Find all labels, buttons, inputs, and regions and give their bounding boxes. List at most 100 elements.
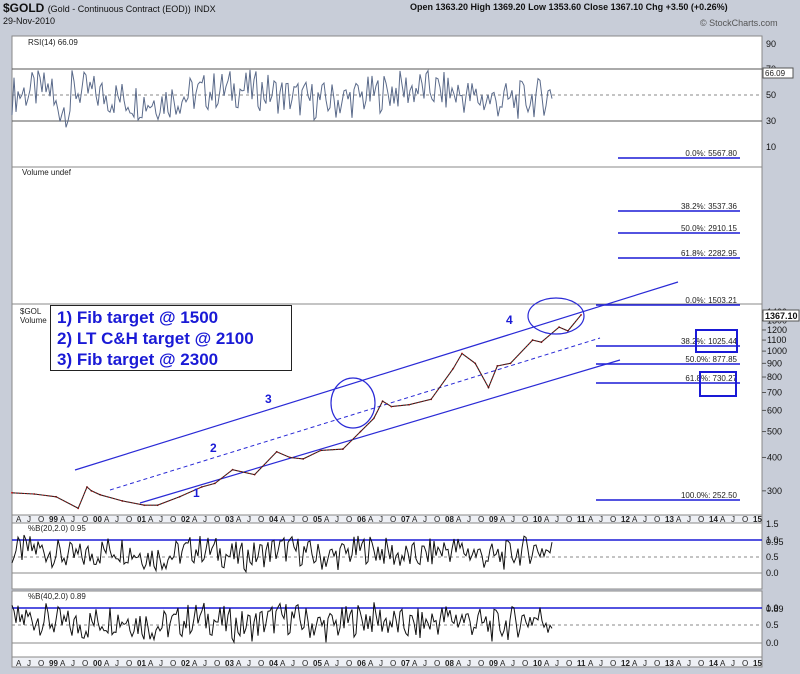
xaxis-bottom-label: J — [555, 659, 559, 668]
rsi-tick-label: 30 — [766, 116, 776, 126]
xaxis-top-label: J — [27, 515, 31, 524]
xaxis-bottom-label: A — [720, 659, 726, 668]
xaxis-top-label: O — [82, 515, 88, 524]
xaxis-bottom-label: 12 — [621, 659, 630, 668]
xaxis-bottom-label: 99 — [49, 659, 58, 668]
xaxis-top-label: O — [258, 515, 264, 524]
xaxis-bottom-label: O — [38, 659, 44, 668]
xaxis-bottom-label: J — [379, 659, 383, 668]
xaxis-top-label: A — [720, 515, 726, 524]
xaxis-bottom-label: 05 — [313, 659, 322, 668]
xaxis-bottom-label: A — [324, 659, 330, 668]
xaxis-bottom-label: J — [467, 659, 471, 668]
xaxis-top-label: A — [632, 515, 638, 524]
xaxis-top-label: O — [698, 515, 704, 524]
xaxis-bottom-label: A — [632, 659, 638, 668]
xaxis-bottom-label: A — [412, 659, 418, 668]
wave-label-1: 1 — [193, 486, 200, 500]
pctb1-line — [11, 534, 553, 574]
fib-level-label: 61.8%: 730.27 — [685, 374, 737, 383]
price-ytick-label: 500 — [767, 427, 782, 437]
xaxis-top-label: A — [16, 515, 22, 524]
price-ytick-label: 600 — [767, 405, 782, 415]
xaxis-top-label: J — [687, 515, 691, 524]
xaxis-top-label: O — [126, 515, 132, 524]
xaxis-top-label: A — [588, 515, 594, 524]
xaxis-bottom-label: O — [346, 659, 352, 668]
xaxis-top-label: 99 — [49, 515, 58, 524]
target-1: 1) Fib target @ 1500 — [57, 308, 219, 327]
xaxis-bottom-label: 14 — [709, 659, 718, 668]
pctb1-value-tag: 0.95 — [766, 537, 784, 547]
xaxis-top-label: A — [192, 515, 198, 524]
pctb2-value-tag: 0.89 — [766, 604, 784, 614]
xaxis-bottom-label: A — [368, 659, 374, 668]
xaxis-bottom-label: 15 — [753, 659, 762, 668]
xaxis-top-label: O — [170, 515, 176, 524]
channel-upper — [74, 281, 679, 471]
xaxis-bottom-label: A — [60, 659, 66, 668]
target-3: 3) Fib target @ 2300 — [57, 350, 219, 369]
symbol-exchange: INDX — [194, 4, 216, 14]
xaxis-bottom-label: O — [434, 659, 440, 668]
xaxis-bottom-label: 04 — [269, 659, 278, 668]
fib-level-label: 38.2%: 3537.36 — [681, 202, 738, 211]
xaxis-bottom-label: 08 — [445, 659, 454, 668]
xaxis-top-label: A — [456, 515, 462, 524]
rsi-tick-label: 10 — [766, 142, 776, 152]
price-ytick-label: 700 — [767, 388, 782, 398]
xaxis-bottom-label: O — [566, 659, 572, 668]
xaxis-top-label: J — [335, 515, 339, 524]
targets-box: 1) Fib target @ 1500 2) LT C&H target @ … — [50, 305, 292, 371]
xaxis-bottom-label: O — [522, 659, 528, 668]
xaxis-bottom-label: J — [599, 659, 603, 668]
fib-level-label: 50.0%: 877.85 — [685, 355, 737, 364]
last-price-tag: 1367.10 — [765, 311, 798, 321]
xaxis-top-label: 05 — [313, 515, 322, 524]
rsi-value-tag-box — [762, 67, 794, 79]
xaxis-bottom-label: A — [588, 659, 594, 668]
xaxis-bottom-label: J — [335, 659, 339, 668]
xaxis-top-label: O — [390, 515, 396, 524]
xaxis-bottom-label: O — [390, 659, 396, 668]
target-box-1025 — [695, 329, 738, 353]
price-ytick-label: 800 — [767, 372, 782, 382]
xaxis-top-label: J — [247, 515, 251, 524]
xaxis-bottom-label: A — [676, 659, 682, 668]
xaxis-bottom-label: J — [643, 659, 647, 668]
xaxis-top-label: 09 — [489, 515, 498, 524]
xaxis-bottom-label: 11 — [577, 659, 586, 668]
xaxis-top-label: A — [500, 515, 506, 524]
rsi-value-tag: 66.09 — [765, 69, 786, 78]
xaxis-bottom-label: O — [214, 659, 220, 668]
pctb1-panel — [11, 522, 763, 590]
price-legend-2: Volume — [20, 316, 47, 325]
xaxis-top-label: O — [346, 515, 352, 524]
xaxis-top-label: A — [324, 515, 330, 524]
xaxis-strip — [11, 514, 763, 524]
price-ytick-label: 300 — [767, 486, 782, 496]
pctb1-tick-label: 1.5 — [766, 519, 779, 529]
xaxis-top-label: J — [467, 515, 471, 524]
xaxis-bottom-label: J — [511, 659, 515, 668]
pctb2-tick-label: 0.5 — [766, 620, 779, 630]
target-2: 2) LT C&H target @ 2100 — [57, 329, 254, 348]
xaxis-bottom-label: 10 — [533, 659, 542, 668]
xaxis-top-label: A — [368, 515, 374, 524]
xaxis-bottom-label: J — [291, 659, 295, 668]
xaxis-top-label: O — [654, 515, 660, 524]
xaxis-bottom-label: A — [500, 659, 506, 668]
rsi-tick-label: 90 — [766, 39, 776, 49]
xaxis-top-label: A — [148, 515, 154, 524]
pctb1-tick-label: 0.0 — [766, 568, 779, 578]
xaxis-bottom-label: A — [148, 659, 154, 668]
pctb1-tick-label: 0.5 — [766, 552, 779, 562]
xaxis-bottom-label: J — [159, 659, 163, 668]
wave-label-3: 3 — [265, 392, 272, 406]
xaxis-bottom-label: J — [247, 659, 251, 668]
rsi-label: RSI(14) 66.09 — [28, 38, 78, 47]
xaxis-bottom-label: J — [203, 659, 207, 668]
symbol: $GOLD — [3, 1, 45, 15]
price-legend-1: $GOL — [20, 307, 42, 316]
